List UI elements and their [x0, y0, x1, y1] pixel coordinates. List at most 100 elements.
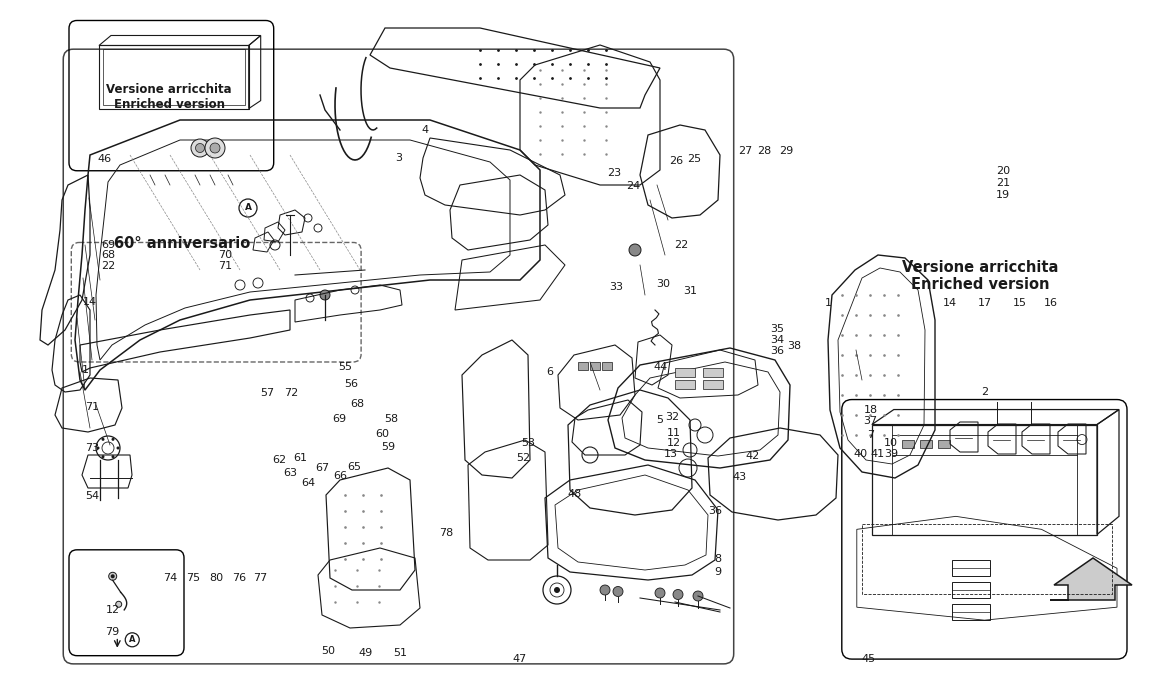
Text: 60° anniversario: 60° anniversario	[114, 236, 250, 251]
Text: 13: 13	[664, 449, 677, 459]
Text: 23: 23	[607, 169, 621, 178]
Bar	[902, 440, 914, 447]
Text: 51: 51	[393, 648, 407, 658]
Text: 35: 35	[770, 324, 784, 333]
Text: 14: 14	[83, 297, 97, 307]
Text: 42: 42	[745, 451, 759, 461]
Text: 14: 14	[943, 298, 957, 307]
Text: 43: 43	[733, 472, 746, 482]
Text: 65: 65	[347, 462, 361, 472]
Text: 2: 2	[981, 387, 988, 397]
Text: 63: 63	[283, 468, 297, 477]
Text: 69: 69	[332, 414, 346, 423]
Text: 21: 21	[996, 178, 1010, 188]
Text: 20: 20	[996, 167, 1010, 176]
Text: Versione arricchita
Enriched version: Versione arricchita Enriched version	[106, 83, 232, 111]
Text: 28: 28	[758, 146, 772, 156]
Text: 74: 74	[163, 573, 177, 583]
Text: 26: 26	[669, 156, 683, 166]
Circle shape	[97, 447, 100, 449]
Circle shape	[629, 244, 641, 256]
Bar	[601, 362, 612, 370]
Text: 12: 12	[667, 438, 681, 448]
Text: 12: 12	[106, 605, 120, 615]
Bar	[99, 46, 248, 109]
Text: 27: 27	[738, 146, 752, 156]
Text: 39: 39	[884, 449, 898, 459]
Circle shape	[110, 574, 115, 579]
Text: 70: 70	[218, 251, 232, 260]
Text: 5: 5	[657, 415, 664, 425]
Circle shape	[613, 587, 623, 596]
Text: 79: 79	[106, 627, 120, 637]
Text: 38: 38	[788, 341, 802, 350]
Bar	[937, 440, 950, 447]
Text: 72: 72	[284, 389, 298, 398]
Text: 30: 30	[657, 279, 670, 289]
Text: 37: 37	[864, 417, 877, 426]
Circle shape	[210, 143, 220, 153]
Circle shape	[693, 591, 703, 601]
Text: 55: 55	[338, 363, 352, 372]
Text: 17: 17	[978, 298, 991, 307]
Text: 57: 57	[260, 389, 274, 398]
Bar	[703, 380, 723, 389]
Text: 46: 46	[98, 154, 112, 164]
Text: 16: 16	[1044, 298, 1058, 307]
Text: 7: 7	[867, 430, 874, 440]
Circle shape	[320, 290, 330, 300]
Circle shape	[112, 438, 115, 441]
Text: 53: 53	[521, 438, 535, 448]
Text: Versione arricchita
Enriched version: Versione arricchita Enriched version	[902, 260, 1058, 292]
Circle shape	[101, 455, 105, 458]
Text: 34: 34	[770, 335, 784, 345]
Text: 73: 73	[85, 443, 99, 453]
Bar	[703, 368, 723, 377]
Text: 41: 41	[871, 449, 884, 459]
Text: 54: 54	[85, 491, 99, 501]
Text: 64: 64	[301, 478, 315, 488]
Text: A: A	[245, 204, 252, 212]
Circle shape	[116, 601, 122, 607]
Bar	[920, 440, 932, 447]
Text: 71: 71	[218, 262, 232, 271]
Text: 80: 80	[209, 573, 223, 583]
Circle shape	[656, 588, 665, 598]
Text: 33: 33	[610, 282, 623, 292]
Polygon shape	[1050, 558, 1132, 600]
Text: 66: 66	[334, 471, 347, 481]
Text: 36: 36	[708, 506, 722, 516]
Text: 76: 76	[232, 573, 246, 583]
Circle shape	[554, 587, 560, 593]
Text: 29: 29	[780, 146, 793, 156]
Text: 32: 32	[666, 413, 680, 422]
Text: 71: 71	[85, 402, 99, 412]
Circle shape	[116, 447, 120, 449]
Text: 25: 25	[688, 154, 702, 164]
Text: 47: 47	[513, 654, 527, 664]
Text: 49: 49	[359, 648, 373, 658]
Text: 19: 19	[996, 191, 1010, 200]
Text: 60: 60	[375, 430, 389, 439]
Circle shape	[205, 138, 225, 158]
Text: 8: 8	[714, 554, 721, 563]
Text: 3: 3	[396, 153, 402, 163]
Text: 50: 50	[321, 646, 335, 656]
Text: 45: 45	[861, 654, 875, 664]
Text: 68: 68	[351, 400, 365, 409]
Bar	[590, 362, 600, 370]
Text: 69: 69	[101, 240, 115, 250]
Text: 18: 18	[864, 406, 877, 415]
Text: 77: 77	[253, 573, 267, 583]
Text: 24: 24	[627, 181, 641, 191]
Text: 22: 22	[674, 240, 688, 249]
Text: 1: 1	[825, 298, 831, 307]
Circle shape	[673, 589, 683, 600]
Text: 61: 61	[293, 453, 307, 462]
Text: 11: 11	[667, 428, 681, 438]
Text: 9: 9	[714, 568, 721, 577]
Text: 10: 10	[884, 438, 898, 448]
Bar	[675, 380, 695, 389]
Text: 52: 52	[516, 453, 530, 462]
Circle shape	[112, 455, 115, 458]
